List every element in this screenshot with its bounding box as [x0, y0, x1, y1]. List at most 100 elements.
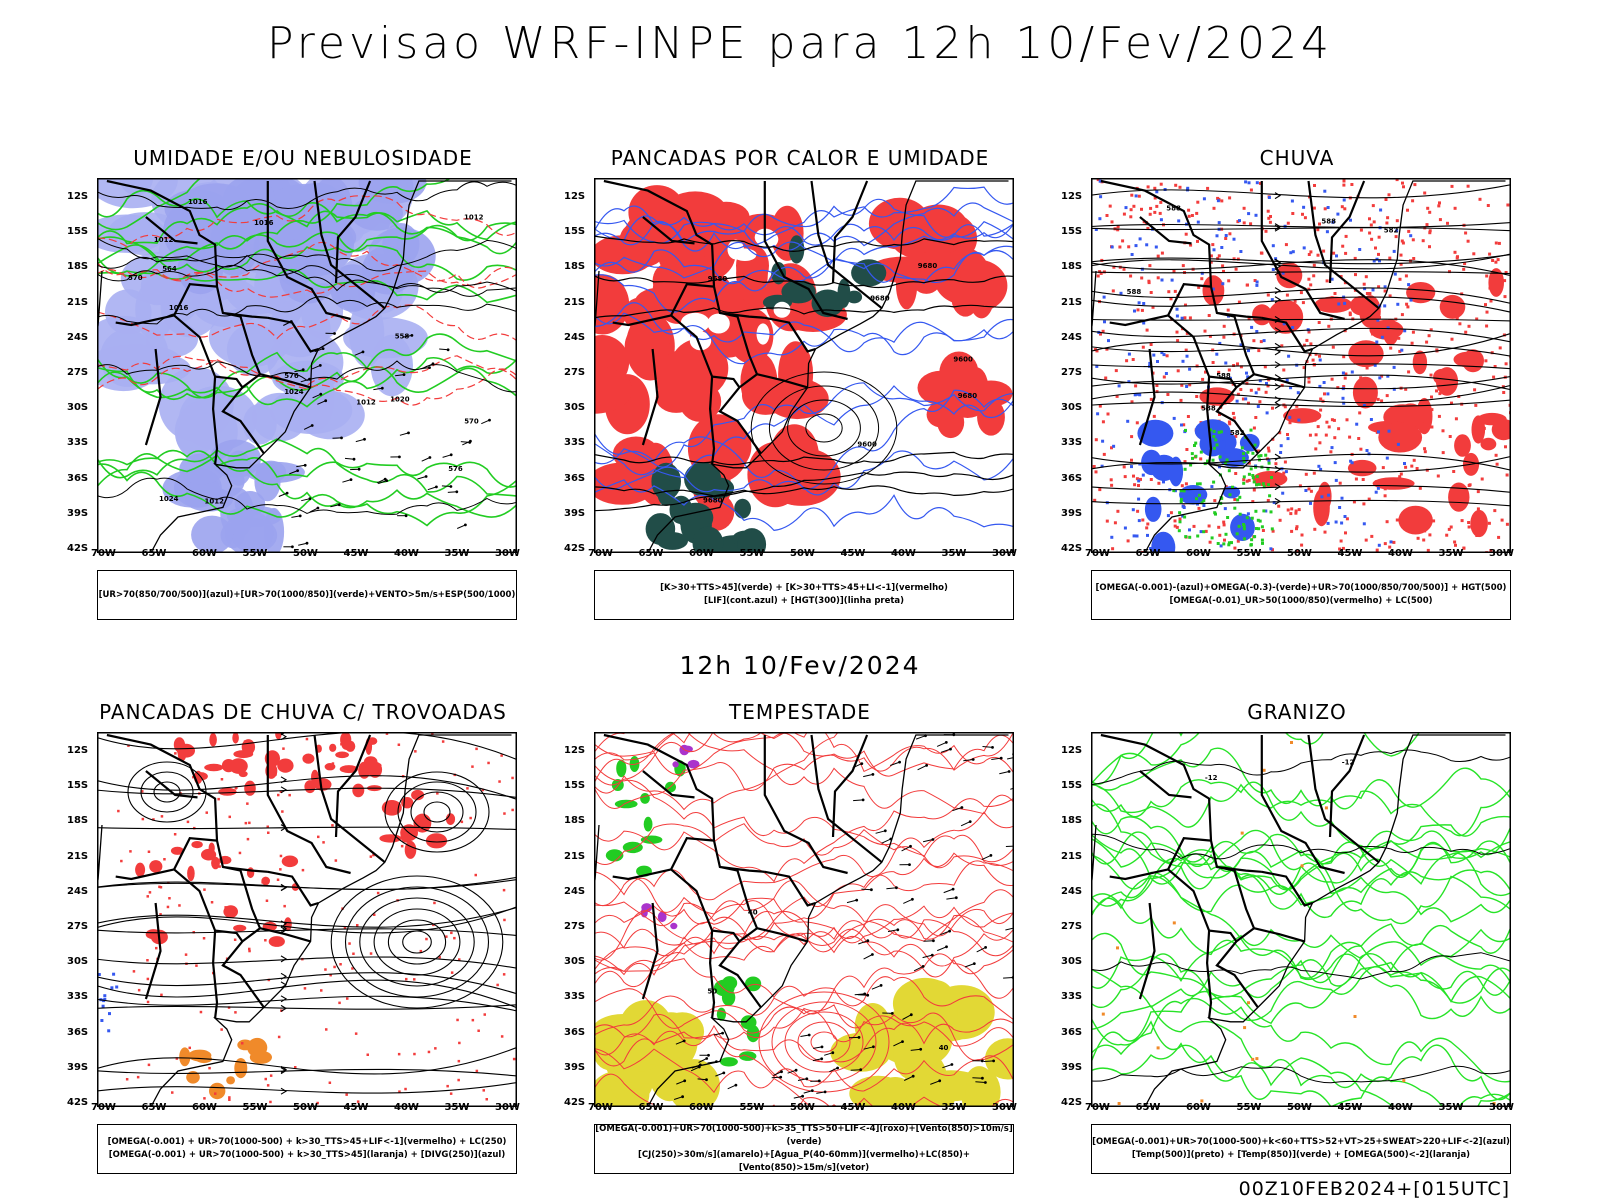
weather-pixel [1413, 183, 1417, 187]
wind-vector [278, 492, 288, 497]
weather-pixel [338, 1001, 341, 1005]
wind-vector-head [296, 469, 299, 472]
wind-vector-head [871, 953, 874, 956]
weather-pixel [1228, 232, 1232, 236]
wind-vector-head [333, 332, 336, 335]
weather-area [179, 1047, 191, 1067]
weather-pixel [1227, 368, 1231, 372]
contour-ring [750, 371, 898, 485]
weather-pixel [1400, 239, 1404, 243]
lon-tick-label: 60W [192, 548, 217, 559]
weather-pixel [331, 824, 334, 827]
legend-line: [OMEGA(-0.001)-(azul)+OMEGA(-0.3)-(verde… [1095, 583, 1507, 593]
weather-pixel [1436, 474, 1440, 478]
streamline [1091, 318, 1511, 322]
lat-tick-label: 42S [564, 543, 586, 554]
wind-vector [403, 334, 412, 338]
contour-label: 1012 [464, 214, 484, 222]
weather-pixel [1190, 452, 1194, 456]
weather-pixel [1116, 509, 1120, 513]
lon-tick-label: 35W [444, 1102, 470, 1113]
weather-pixel [1111, 289, 1115, 293]
weather-pixel [1135, 392, 1139, 396]
wind-vector-head [301, 368, 305, 372]
weather-pixel [1242, 481, 1246, 485]
lat-tick-label: 33S [67, 437, 89, 449]
wind-vector [294, 369, 304, 373]
weather-pixel [1130, 400, 1134, 404]
streamline-arrow [280, 1004, 288, 1012]
weather-area [614, 799, 638, 809]
weather-pixel [1253, 535, 1257, 539]
weather-pixel [1227, 469, 1231, 473]
weather-pixel [1223, 507, 1227, 511]
weather-pixel [155, 946, 158, 950]
weather-pixel [277, 793, 280, 797]
legend-line: [OMEGA(-0.001) + UR>70(1000-500) + k>30_… [107, 1137, 507, 1147]
weather-pixel [1132, 474, 1135, 478]
weather-pixel [146, 959, 149, 962]
contour-ring [784, 1011, 864, 1073]
weather-pixel [1225, 458, 1229, 462]
contour-ring [387, 919, 447, 965]
weather-pixel [346, 997, 349, 1000]
weather-pixel [1148, 264, 1152, 268]
weather-pixel [1159, 182, 1163, 186]
weather-pixel [1285, 378, 1289, 382]
panel-title-granizo: GRANIZO [1247, 700, 1347, 724]
streamline [1091, 484, 1511, 493]
wind-vector [858, 940, 868, 945]
wind-vector [395, 374, 405, 377]
weather-pixel [1172, 416, 1176, 420]
weather-pixel [1178, 517, 1182, 521]
weather-pixel [1219, 544, 1223, 548]
weather-pixel [1177, 529, 1181, 533]
weather-pixel [441, 740, 445, 743]
streamline [1091, 296, 1511, 313]
weather-pixel [1385, 520, 1389, 524]
weather-pixel [1359, 376, 1363, 380]
weather-pixel [1316, 228, 1320, 232]
weather-pixel [1224, 237, 1228, 240]
weather-pixel [1195, 211, 1199, 215]
wind-vector [289, 470, 298, 475]
weather-pixel [1238, 512, 1242, 516]
weather-pixel [1374, 246, 1377, 250]
weather-pixel [1094, 470, 1098, 474]
contour-line [594, 896, 1014, 953]
subtitle: 12h 10/Fev/2024 [679, 651, 921, 680]
weather-pixel [1425, 340, 1429, 344]
weather-pixel [1280, 344, 1284, 348]
weather-pixel [1344, 531, 1347, 535]
weather-pixel [1267, 196, 1271, 199]
wind-vector-head [836, 1066, 839, 1070]
contour-line [594, 958, 1014, 1021]
contour-line [97, 477, 517, 515]
weather-area [1314, 296, 1353, 313]
wind-vector [354, 351, 364, 356]
weather-pixel [1217, 525, 1221, 529]
wind-vector-head [310, 424, 314, 427]
lat-tick-label: 24S [67, 885, 89, 897]
weather-pixel [1344, 372, 1348, 376]
weather-pixel [195, 964, 198, 967]
weather-pixel [160, 815, 164, 818]
weather-pixel [1474, 403, 1478, 407]
wind-vector-head [446, 348, 450, 352]
weather-pixel [234, 1011, 237, 1014]
weather-pixel [1196, 482, 1199, 486]
weather-pixel [1303, 216, 1307, 220]
weather-pixel [108, 1012, 111, 1016]
weather-pixel [281, 810, 284, 813]
weather-pixel [1259, 340, 1263, 344]
lon-tick-label: 65W [1135, 1102, 1161, 1113]
weather-pixel [1456, 255, 1459, 259]
weather-pixel [1138, 462, 1142, 466]
contour-line [97, 178, 453, 277]
wind-vector-head [340, 436, 343, 440]
weather-pixel [1260, 538, 1264, 542]
weather-pixel [1240, 446, 1244, 450]
weather-area [226, 1076, 236, 1085]
lat-tick-label: 27S [67, 921, 89, 932]
weather-pixel [1375, 340, 1379, 344]
